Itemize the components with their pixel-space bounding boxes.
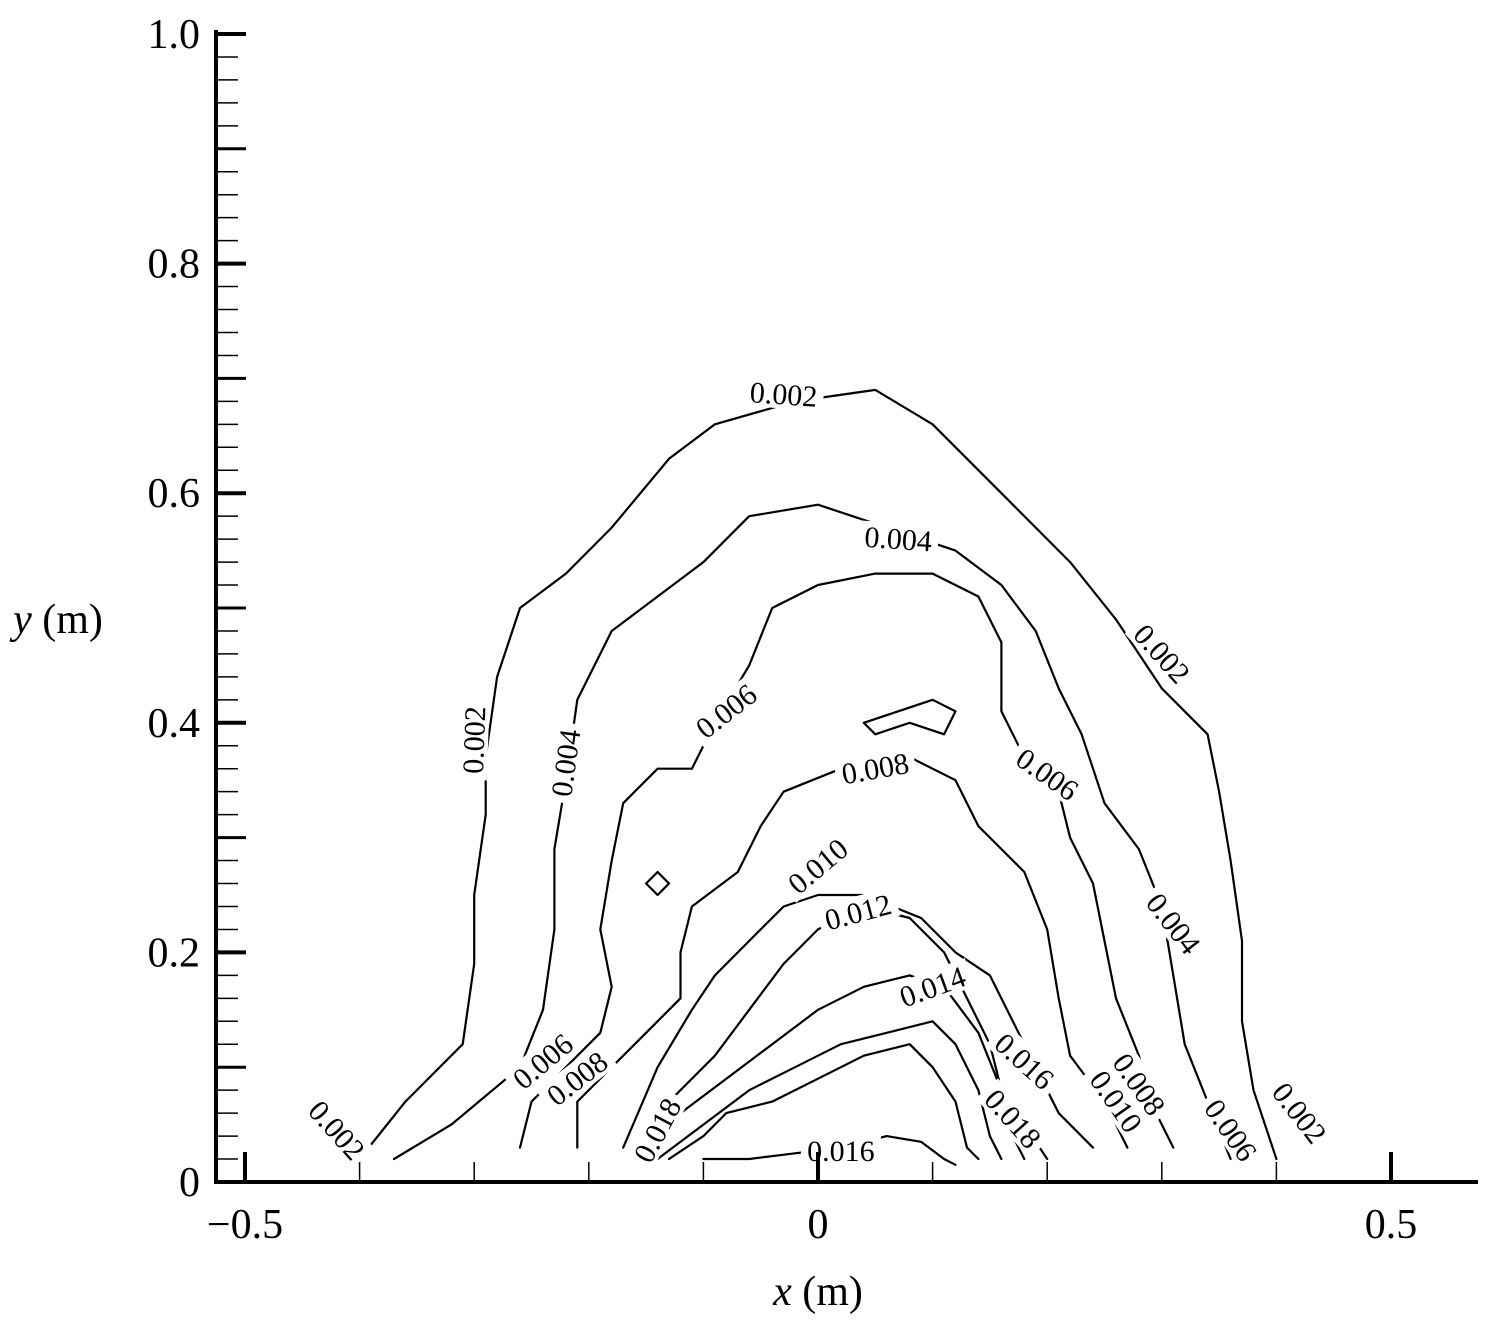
contour-label-bg (1124, 613, 1201, 694)
y-axis-var: y (9, 597, 32, 643)
y-axis-label: y (m) (9, 597, 103, 643)
contour-label-bg (1104, 1042, 1175, 1126)
contour-label: 0.008 (839, 747, 911, 791)
contour-label-bg (833, 746, 918, 790)
contour-label-bg (1263, 1071, 1337, 1154)
x-tick-label: −0.5 (207, 1202, 283, 1248)
x-tick-label: 0 (808, 1202, 829, 1248)
contour-line (667, 1043, 980, 1161)
contour-label: 0.002 (749, 376, 819, 414)
contour-label-bg (1196, 1088, 1267, 1172)
contour-label-bg (800, 1135, 881, 1166)
contour-label: 0.004 (863, 521, 933, 559)
y-tick-label: 0.6 (148, 471, 201, 517)
contour-label-bg (624, 1087, 689, 1173)
contour-label-bg (777, 828, 858, 903)
contour-lines (358, 388, 1278, 1166)
contour-label-bg (889, 958, 975, 1014)
contour-line (645, 870, 671, 897)
contour-line (862, 698, 957, 736)
x-axis-var: x (772, 1269, 792, 1315)
contour-label-bg (742, 375, 825, 412)
contour-label-bg (1137, 882, 1211, 964)
contour-label-bg (544, 721, 586, 805)
x-axis-ticks: −0.5 0 0.5 (207, 1152, 1417, 1248)
y-tick-label: 1.0 (148, 12, 201, 58)
contour-label-bg (857, 520, 940, 556)
y-axis-ticks: 0 0.2 0.4 0.6 0.8 1.0 (148, 12, 246, 1206)
contour-label-bg (535, 1041, 618, 1115)
y-tick-label: 0.4 (148, 701, 201, 747)
y-axis-unit: (m) (42, 597, 103, 643)
contour-label: 0.002 (457, 706, 492, 775)
y-tick-label: 0.8 (148, 242, 201, 288)
contour-line (518, 572, 1175, 1149)
contour-label-bg (815, 886, 901, 937)
contour-label: 0.004 (545, 727, 587, 798)
contour-label-bg (684, 674, 767, 747)
x-axis-unit: (m) (802, 1269, 863, 1315)
contour-label-bg (502, 1023, 583, 1098)
contour-label-bg (1081, 1059, 1153, 1143)
x-tick-label: 0.5 (1365, 1202, 1418, 1248)
contour-label-bg (975, 1078, 1052, 1158)
y-tick-label: 0 (179, 1160, 200, 1206)
contour-label-bg (1006, 738, 1090, 809)
y-tick-label: 0.2 (148, 930, 201, 976)
contour-label-bg (985, 1022, 1065, 1099)
contour-label-bg (299, 1089, 376, 1170)
x-axis-label: x (m) (772, 1269, 863, 1315)
contour-label-bg (456, 699, 490, 781)
contour-label: 0.018 (628, 1093, 689, 1168)
